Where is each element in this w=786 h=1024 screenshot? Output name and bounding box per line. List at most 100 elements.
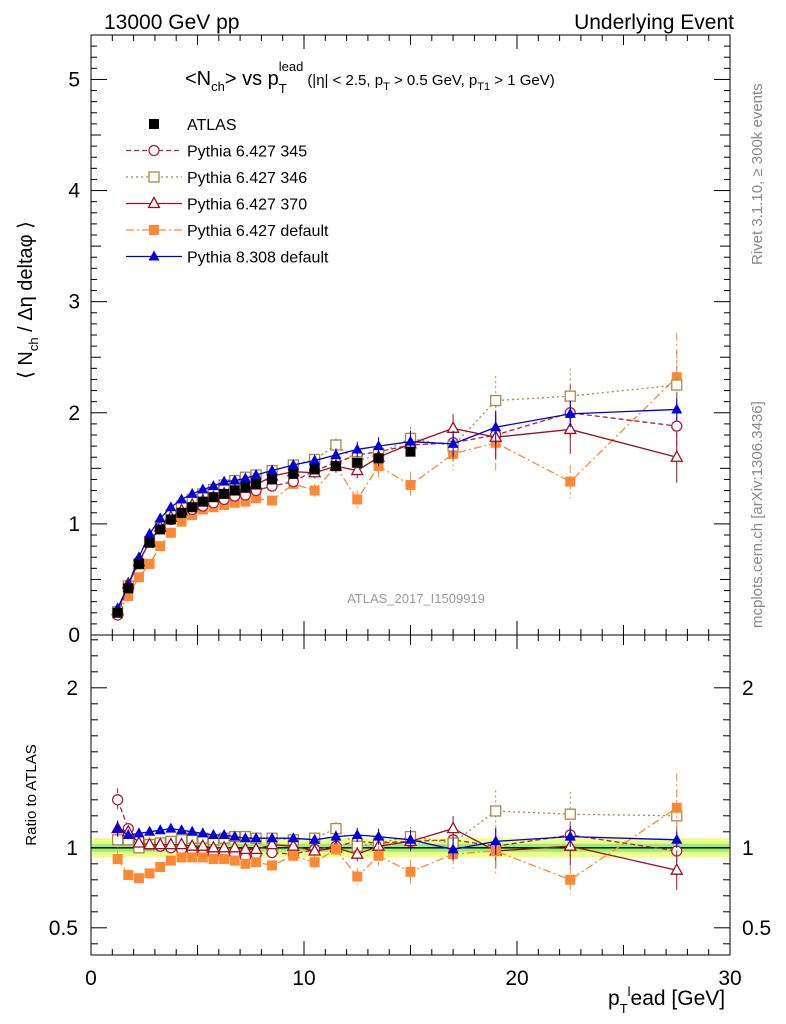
ylabel-a: ⟨ N: [15, 351, 37, 379]
x-axis-label: pTlead [GeV]: [608, 984, 725, 1016]
main-y-axis-label: ⟨ Nch / Δη deltaφ ⟩: [15, 221, 41, 379]
ratio-point-p8: [197, 827, 209, 838]
legend-entry-pdef: Pythia 6.427 default: [126, 223, 329, 240]
main-line-p370: [117, 427, 677, 611]
ratio-point-p370: [196, 838, 210, 851]
main-point-atlas: [267, 474, 278, 485]
main-point-pdef: [405, 480, 416, 490]
ratio-point-p370: [350, 846, 364, 859]
ratio-point-p8: [112, 822, 124, 833]
ratio-point-p370: [206, 840, 221, 853]
ratio-point-p370: [286, 838, 300, 851]
ratio-point-p370: [308, 843, 322, 856]
main-point-atlas: [405, 446, 416, 457]
legend-label-p346: Pythia 6.427 346: [187, 170, 307, 187]
main-point-p8: [330, 449, 342, 459]
ratio-y-tick-label-right: 1: [742, 837, 754, 860]
ratio-point-p8: [176, 824, 188, 835]
main-series-p8: [112, 398, 683, 613]
main-point-atlas: [240, 482, 251, 493]
main-point-p8: [287, 459, 299, 469]
ratio-point-p8: [330, 830, 342, 841]
ratio-point-p346: [564, 808, 576, 820]
ratio-point-p370: [238, 842, 253, 855]
main-point-atlas: [144, 537, 155, 548]
main-point-p346: [671, 379, 683, 391]
main-point-p8: [144, 527, 156, 538]
main-point-pdef: [565, 476, 576, 487]
main-point-atlas: [123, 583, 134, 594]
ratio-point-p8: [287, 832, 299, 843]
main-point-atlas: [219, 488, 230, 499]
ratio-point-p8: [405, 833, 416, 844]
ratio-point-pdef: [309, 857, 320, 868]
main-y-tick-label: 2: [68, 402, 80, 425]
main-point-atlas: [133, 558, 144, 569]
ratio-point-pdef: [330, 844, 341, 855]
ratio-point-pdef: [219, 854, 230, 864]
main-point-atlas: [229, 485, 240, 496]
ratio-point-pdef: [123, 870, 134, 880]
ratio-point-p8: [447, 843, 459, 854]
title-vs-sub: T: [279, 81, 287, 96]
legend-label-p370: Pythia 6.427 370: [187, 197, 307, 214]
main-point-p8: [133, 551, 145, 562]
main-series-p346: [111, 351, 683, 618]
ratio-point-p370: [228, 840, 242, 853]
ratio-point-p8: [133, 827, 145, 838]
analysis-watermark: ATLAS_2017_I1509919: [347, 591, 485, 606]
ratio-point-p370: [153, 837, 167, 850]
main-point-p8: [218, 475, 230, 486]
legend-label-atlas: ATLAS: [187, 117, 237, 134]
ratio-point-p370: [174, 837, 189, 850]
ratio-point-p8: [351, 829, 363, 839]
main-point-p8: [490, 421, 502, 432]
xlabel-rest: ead [GeV]: [631, 987, 726, 1010]
main-point-atlas: [251, 478, 262, 489]
main-point-p8: [165, 501, 177, 512]
header-right: Underlying Event: [574, 11, 734, 34]
main-point-atlas: [165, 514, 176, 525]
ratio-y-tick-label-right: 2: [742, 677, 754, 700]
main-point-pdef: [155, 541, 166, 552]
ratio-plot-frame: [90, 634, 731, 956]
x-tick-label: 0: [85, 967, 97, 990]
main-point-pdef: [144, 558, 155, 569]
legend-marker-atlas: [149, 119, 159, 129]
title-cuts-sub2: T1: [477, 81, 490, 93]
ratio-point-p8: [218, 829, 230, 839]
ratio-point-pdef: [240, 858, 251, 869]
x-tick-label: 20: [505, 967, 528, 990]
main-point-pdef: [123, 591, 134, 602]
main-point-p8: [351, 443, 363, 454]
main-point-atlas: [288, 468, 299, 479]
legend-marker-p8: [148, 250, 160, 261]
main-point-p8: [250, 469, 262, 479]
ratio-point-p8: [671, 833, 683, 844]
ratio-point-p370: [249, 842, 263, 855]
ratio-point-p345: [111, 794, 124, 806]
main-y-tick-label: 0: [68, 624, 80, 647]
ratio-point-p8: [266, 832, 278, 843]
legend-marker-p345: [148, 144, 160, 157]
ratio-point-p8: [186, 825, 198, 836]
ratio-point-pdef: [251, 857, 262, 868]
ratio-y-tick-label: 1: [66, 837, 78, 860]
ratio-point-p8: [144, 825, 156, 836]
main-point-p8: [373, 440, 385, 451]
ratio-point-p8: [154, 824, 166, 835]
legend-entry-p346: Pythia 6.427 346: [126, 170, 307, 187]
main-y-tick-label: 5: [68, 68, 80, 91]
main-point-atlas: [309, 464, 320, 475]
main-point-p8: [186, 487, 198, 498]
ratio-point-pdef: [133, 873, 144, 884]
side-label-bottom: mcplots.cern.ch [arXiv:1306.3436]: [749, 401, 766, 628]
main-point-p8: [176, 493, 188, 504]
ratio-point-pdef: [671, 802, 682, 813]
main-point-p370: [670, 449, 684, 462]
main-point-pdef: [165, 527, 176, 538]
ratio-point-pdef: [373, 850, 384, 861]
main-point-atlas: [155, 524, 166, 535]
ratio-point-p370: [142, 837, 157, 850]
